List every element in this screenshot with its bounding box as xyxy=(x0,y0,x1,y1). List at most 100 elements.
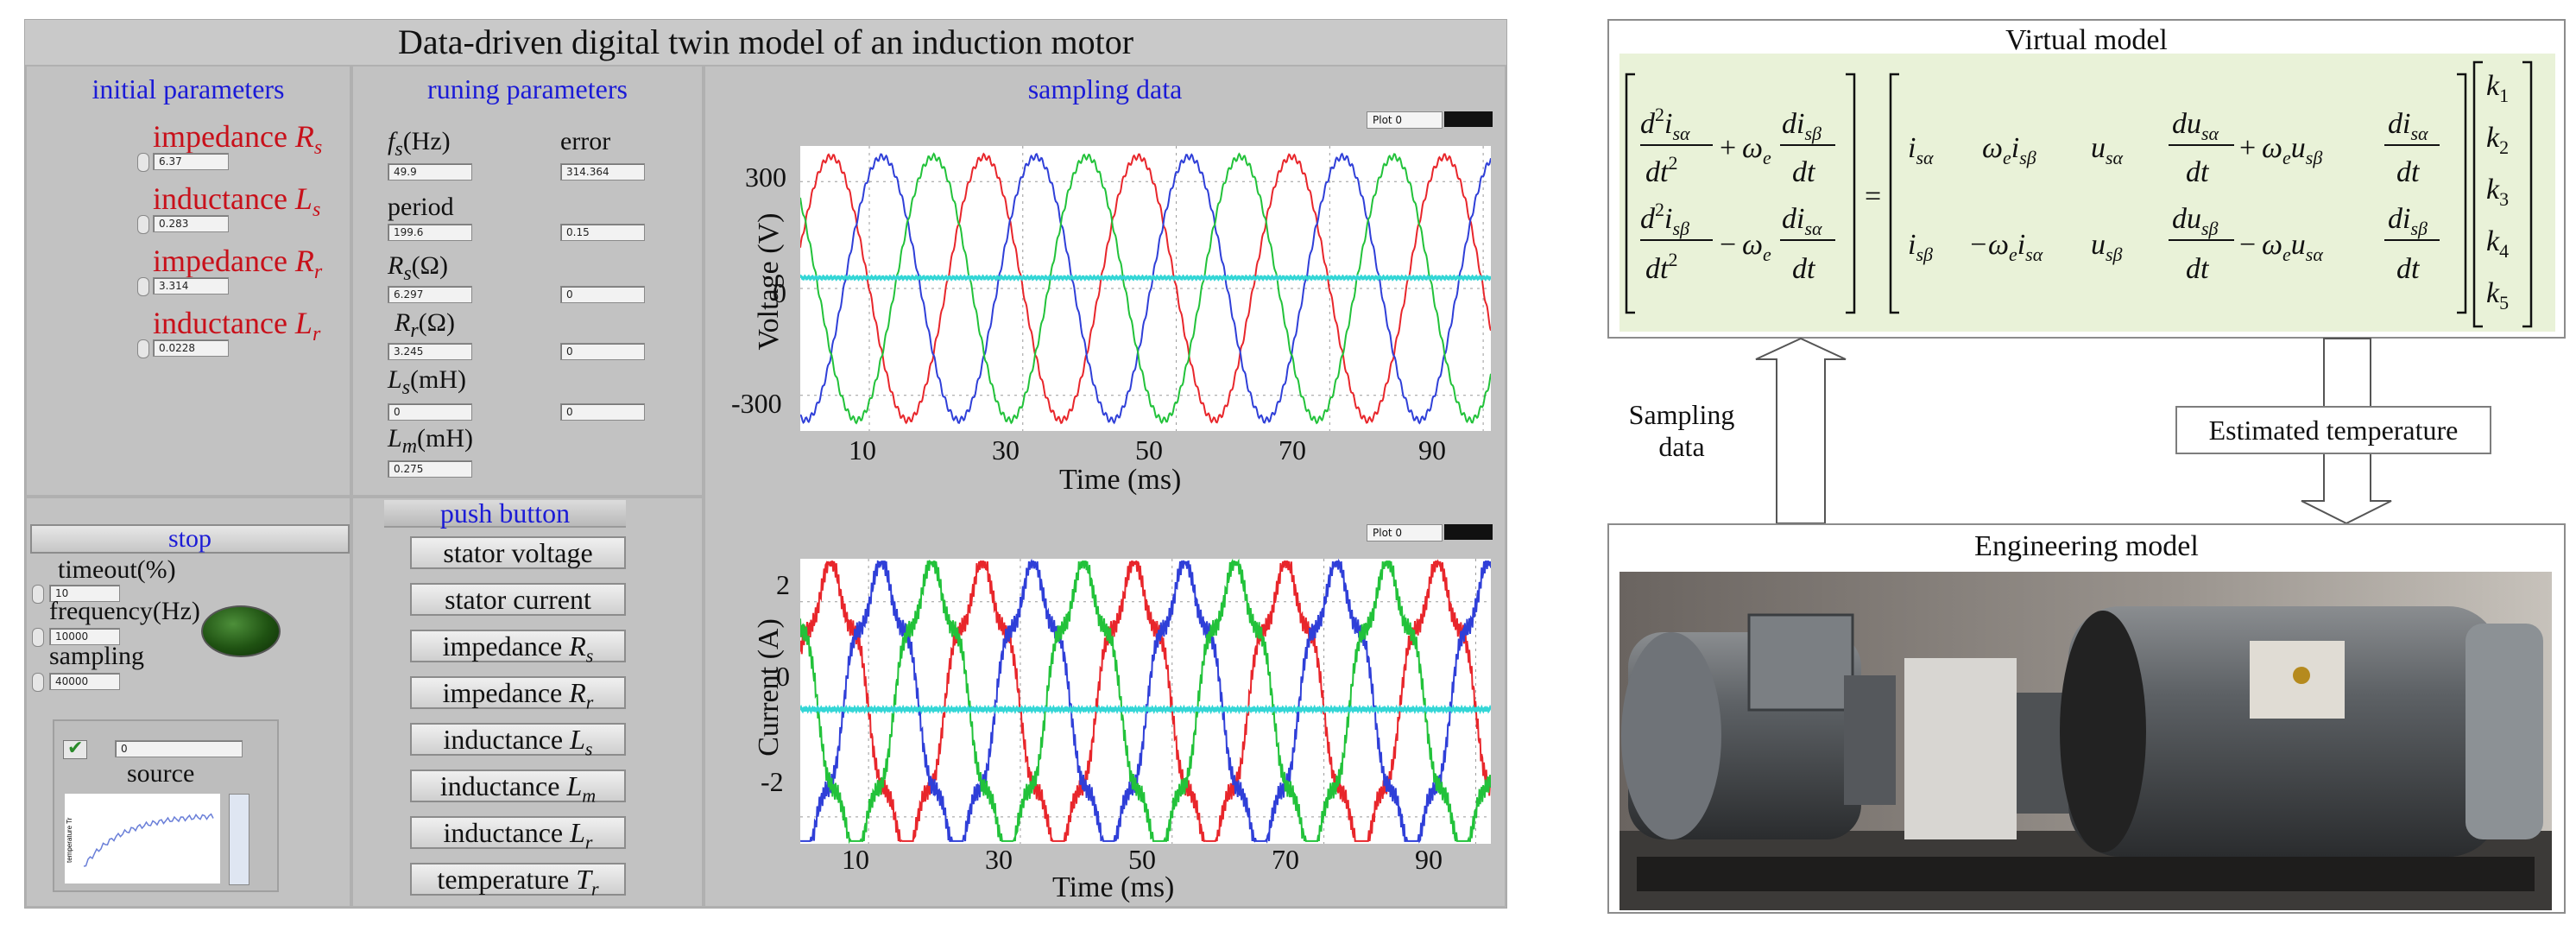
rr-value[interactable]: 3.245 xyxy=(388,343,472,360)
source-subpanel: ✔ 0 source temperature Tr xyxy=(53,719,279,892)
source-value[interactable]: 0 xyxy=(115,740,243,757)
current-plot-legend-label[interactable]: Plot 0 xyxy=(1367,524,1443,542)
voltage-plot-legend-label[interactable]: Plot 0 xyxy=(1367,111,1443,129)
ls-value[interactable]: 0 xyxy=(388,403,472,421)
initial-param-label: inductance Ls xyxy=(153,181,321,222)
timeout-value[interactable]: 10 xyxy=(49,585,120,602)
lm-label: Lm(mH) xyxy=(388,424,474,458)
rr-label: Rr(Ω) xyxy=(395,308,455,342)
frequency-spinner[interactable] xyxy=(32,628,44,647)
current-axis-xlabel: Time (ms) xyxy=(1052,871,1175,903)
voltage-axis-xlabel: Time (ms) xyxy=(1059,464,1182,496)
status-led xyxy=(201,605,281,657)
initial-param-value[interactable]: 0.0228 xyxy=(153,339,229,357)
series-line-phase_c xyxy=(800,559,1491,844)
initial-parameters-heading: initial parameters xyxy=(92,73,285,104)
estimated-temperature-label: Estimated temperature xyxy=(2175,406,2491,454)
svg-text:+: + xyxy=(1720,132,1736,164)
current-xtick-50: 50 xyxy=(1128,844,1156,875)
current-xtick-10: 10 xyxy=(842,844,869,875)
push-button[interactable]: inductance Lm xyxy=(410,770,626,806)
current-ytick-0: 0 xyxy=(776,661,790,692)
series-line-phase_c xyxy=(800,152,1491,425)
initial-param-value[interactable]: 0.283 xyxy=(153,215,229,232)
svg-text:=: = xyxy=(1865,180,1881,212)
push-button[interactable]: impedance Rs xyxy=(410,630,626,666)
voltage-ytick-300: 300 xyxy=(745,162,786,193)
error-value[interactable]: 314.364 xyxy=(560,163,645,180)
push-button[interactable]: impedance Rr xyxy=(410,676,626,712)
initial-param-label: impedance Rs xyxy=(153,119,323,160)
timeout-label: timeout(%) xyxy=(58,555,176,584)
stop-button[interactable]: stop xyxy=(30,524,350,554)
svg-text:−: − xyxy=(1720,229,1736,261)
engineering-model-title: Engineering model xyxy=(1974,530,2199,562)
virtual-model-equation: d2isα dt2 + ωe disβ dt d2isβ dt2 − ωe di… xyxy=(1619,54,2555,332)
period-error[interactable]: 0.15 xyxy=(560,224,645,241)
push-button[interactable]: stator current xyxy=(410,583,626,616)
initial-param-value[interactable]: 6.37 xyxy=(153,153,229,170)
current-ytick-minus2: -2 xyxy=(761,766,784,797)
svg-text:dt: dt xyxy=(1792,156,1816,188)
lm-value[interactable]: 0.275 xyxy=(388,460,472,478)
current-plot xyxy=(800,559,1491,844)
voltage-xtick-50: 50 xyxy=(1135,434,1163,466)
source-checkbox[interactable]: ✔ xyxy=(63,738,87,759)
current-xtick-30: 30 xyxy=(985,844,1013,875)
svg-text:k1: k1 xyxy=(2486,70,2509,106)
source-mini-plot: temperature Tr xyxy=(65,794,220,884)
period-value[interactable]: 199.6 xyxy=(388,224,472,241)
temperature-trace xyxy=(83,813,214,867)
rr-error[interactable]: 0 xyxy=(560,343,645,360)
rs-value[interactable]: 6.297 xyxy=(388,286,472,303)
svg-text:+: + xyxy=(2239,132,2256,164)
voltage-ytick-minus300: -300 xyxy=(731,388,782,419)
voltage-xtick-30: 30 xyxy=(992,434,1020,466)
rs-error[interactable]: 0 xyxy=(560,286,645,303)
svg-text:d2isα: d2isα xyxy=(1640,104,1690,144)
series-line-phase_a xyxy=(800,152,1491,425)
svg-text:dt: dt xyxy=(2186,253,2210,285)
current-ytick-2: 2 xyxy=(776,569,790,600)
svg-text:dt: dt xyxy=(2396,253,2421,285)
initial-param-value[interactable]: 3.314 xyxy=(153,277,229,294)
push-button[interactable]: stator voltage xyxy=(410,536,626,569)
frequency-label: frequency(Hz) xyxy=(49,597,200,625)
timeout-spinner[interactable] xyxy=(32,585,44,604)
svg-text:dt: dt xyxy=(2396,156,2421,188)
voltage-xtick-70: 70 xyxy=(1279,434,1306,466)
push-button[interactable]: temperature Tr xyxy=(410,863,626,899)
running-parameters-heading: runing parameters xyxy=(427,73,628,104)
voltage-xtick-90: 90 xyxy=(1418,434,1446,466)
sampling-value[interactable]: 40000 xyxy=(49,673,120,690)
source-scrollbar[interactable] xyxy=(229,794,249,885)
push-button[interactable]: inductance Ls xyxy=(410,723,626,759)
labview-front-panel: Data-driven digital twin model of an ind… xyxy=(24,19,1507,909)
series-line-phase_a xyxy=(800,559,1491,842)
initial-param-spinner[interactable] xyxy=(137,215,149,234)
ls-error[interactable]: 0 xyxy=(560,403,645,421)
push-button[interactable]: inductance Lr xyxy=(410,816,626,852)
rs-label: Rs(Ω) xyxy=(388,251,448,285)
svg-text:−: − xyxy=(2239,229,2256,261)
svg-text:dt: dt xyxy=(1792,253,1816,285)
voltage-plot xyxy=(800,146,1491,431)
initial-param-spinner[interactable] xyxy=(137,277,149,296)
stop-section: stop timeout(%) 10 frequency(Hz) 10000 s… xyxy=(25,497,351,908)
period-label: period xyxy=(388,193,454,221)
sampling-spinner[interactable] xyxy=(32,673,44,692)
voltage-xtick-10: 10 xyxy=(849,434,876,466)
series-line-neutral xyxy=(800,704,1491,715)
sampling-caption-line2: data xyxy=(1658,431,1705,462)
fs-label: fs(Hz) xyxy=(388,127,451,161)
sampling-data-heading: sampling data xyxy=(1027,73,1183,104)
mini-plot-ylabel: temperature Tr xyxy=(66,817,73,863)
running-parameters-section: runing parameters fs(Hz) error 49.9 314.… xyxy=(351,65,704,497)
voltage-plot-legend-swatch xyxy=(1444,111,1493,127)
initial-param-spinner[interactable] xyxy=(137,153,149,172)
fs-value[interactable]: 49.9 xyxy=(388,163,472,180)
frequency-value[interactable]: 10000 xyxy=(49,628,120,645)
series-line-phase_b xyxy=(800,152,1491,425)
ls-label: Ls(mH) xyxy=(388,365,467,399)
initial-param-spinner[interactable] xyxy=(137,339,149,358)
